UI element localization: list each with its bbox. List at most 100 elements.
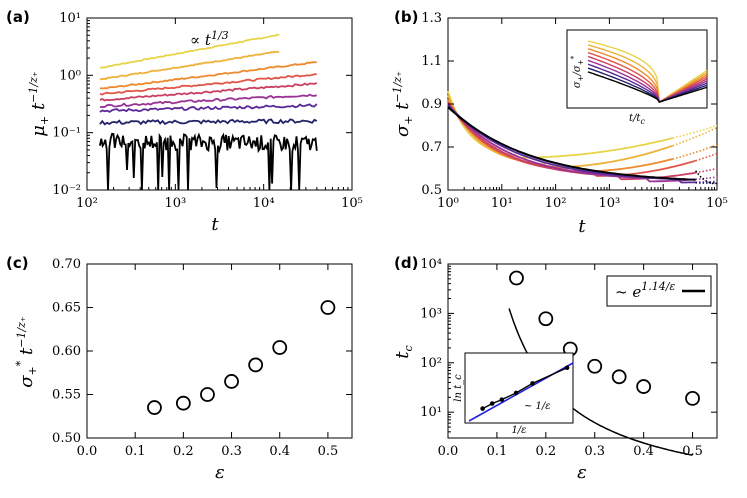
- panel-c-xtick-label: 0.4: [269, 444, 290, 459]
- inset-data-point: [480, 406, 485, 411]
- panel-d-points: [509, 270, 700, 406]
- sigma-curve-dotted-0: [672, 124, 718, 139]
- inset-data-point: [564, 365, 570, 371]
- series-line-ε=0.25: [99, 81, 318, 102]
- panel-a-ticks: 10² 10³ 10⁴ 10⁵ 10⁻² 10⁻¹ 10⁰ 10¹: [52, 11, 363, 211]
- panel-c-xtick-label: 0.3: [221, 444, 242, 459]
- series-line-ε=0.20: [99, 93, 317, 108]
- sigma-curve-dotted-3: [695, 152, 718, 162]
- panel-d-inset-ylabel: ln t_c: [453, 374, 464, 402]
- panel-b-ticks: 10⁰ 10¹ 10² 10³ 10⁴ 10⁵ 0.5 0.7 0.9 1.1 1.3: [421, 11, 728, 211]
- inset-collapse-curve-2: [587, 48, 708, 104]
- sigma-curve-dotted-5: [695, 176, 718, 181]
- inset-collapse-curve-1: [587, 44, 708, 104]
- panel-a-frame: [86, 17, 353, 191]
- panel-b-inset-series: [587, 40, 708, 104]
- series-line-ε=0.35: [99, 61, 317, 90]
- panel-c-ytick-label: 0.65: [52, 301, 81, 316]
- series-line-ε=0.50: [99, 33, 280, 69]
- panel-b-inset-xlabel: t/tc: [629, 113, 645, 126]
- panel-b-xtick-label: 10⁴: [652, 196, 674, 211]
- data-point: [200, 387, 215, 402]
- panel-d-ytick-label: 10²: [420, 356, 442, 371]
- panel-d-xtick-label: 0.3: [584, 444, 605, 459]
- series-line-ε=0.10: [99, 132, 318, 191]
- data-point: [538, 311, 554, 327]
- panel-c-ytick-label: 0.50: [52, 431, 81, 446]
- panel-b: (b) 10⁰ 10¹ 10² 10³ 10⁴ 10⁵ 0.5 0.7 0.9 1.1 1.3 t/…: [391, 8, 728, 237]
- inset-collapse-curve-3: [587, 51, 708, 104]
- panel-a-xtick-label: 10³: [164, 196, 186, 211]
- panel-d-ytick-label: 10¹: [420, 405, 442, 420]
- inset-data-point: [530, 381, 535, 386]
- panel-b-xtick-label: 10⁵: [706, 196, 728, 211]
- series-line-ε=0.12: [99, 118, 318, 126]
- panel-c-points: [147, 300, 336, 415]
- series-line-ε=0.16: [99, 103, 318, 113]
- data-point: [272, 340, 288, 355]
- panel-d-label: (d): [394, 254, 418, 272]
- panel-d-xtick-label: 0.4: [633, 444, 654, 459]
- data-point: [636, 379, 652, 394]
- panel-b-xlabel: t: [578, 216, 586, 237]
- panel-b-ylabel: σ+ t−1/z₊: [391, 71, 415, 137]
- panel-c-xtick-label: 0.2: [173, 444, 194, 459]
- inset-data-point: [489, 401, 495, 406]
- data-point: [248, 357, 264, 373]
- panel-d-ticks: 0.0 0.1 0.2 0.3 0.4 0.5 10¹ 10² 10³ 10⁴: [420, 257, 717, 459]
- panel-b-series: [447, 90, 718, 185]
- inset-collapse-curve-6: [587, 63, 708, 103]
- panel-c-ytick-label: 0.70: [52, 257, 81, 272]
- panel-c: (c) 0.0 0.1 0.2 0.3 0.4 0.50.500.550.600.650.…: [6, 254, 353, 483]
- panel-b-ytick-label: 0.9: [421, 97, 442, 112]
- panel-d-inset: [464, 352, 574, 424]
- series-line-ε=0.30: [99, 73, 317, 96]
- inset-collapse-curve-5: [587, 59, 708, 103]
- panel-c-ylabel: σ+* t−1/z₊: [14, 316, 39, 388]
- data-point: [320, 300, 336, 315]
- panel-a-ytick-label: 10⁻¹: [52, 126, 81, 141]
- panel-d-xtick-label: 0.0: [438, 444, 459, 459]
- panel-c-xtick-label: 0.5: [318, 444, 339, 459]
- panel-b-ytick-label: 0.5: [421, 183, 442, 198]
- panel-c-xlabel: ε: [215, 462, 225, 483]
- panel-d-inset-content: [468, 362, 574, 422]
- panel-c-label: (c): [6, 254, 29, 272]
- sigma-curve-dotted-4: [695, 167, 718, 174]
- panel-c-ytick-label: 0.60: [52, 344, 81, 359]
- panel-d-xlabel: ε: [577, 462, 587, 483]
- panel-c-xtick-label: 0.0: [77, 444, 98, 459]
- inset-collapse-curve-8: [587, 71, 708, 103]
- sigma-curve-5: [447, 103, 696, 183]
- inset-collapse-curve-7: [587, 67, 708, 103]
- data-point: [611, 369, 627, 385]
- panel-c-xtick-label: 0.1: [125, 444, 146, 459]
- panel-b-xtick-label: 10³: [599, 196, 621, 211]
- inset-collapse-curve-4: [587, 55, 708, 103]
- panel-a-ytick-label: 10¹: [59, 11, 81, 26]
- panel-a-series: [99, 33, 318, 191]
- panel-b-xtick-label: 10⁰: [437, 196, 459, 211]
- panel-a-ytick-label: 10⁰: [59, 68, 81, 83]
- panel-d-inset-xlabel: 1/ε: [511, 425, 526, 436]
- inset-data-point: [513, 390, 519, 396]
- panel-c-ticks: 0.0 0.1 0.2 0.3 0.4 0.5 0.50 0.55 0.60 0.65 0.70: [52, 257, 352, 459]
- panel-b-label: (b): [394, 8, 418, 26]
- series-line-ε=0.40: [99, 50, 280, 81]
- panel-a-xtick-label: 10⁴: [253, 196, 275, 211]
- panel-d-xtick-label: 0.5: [682, 444, 703, 459]
- inset-collapse-curve-0: [587, 40, 708, 104]
- data-point: [587, 358, 603, 374]
- sigma-curve-dotted-8: [694, 170, 718, 185]
- panel-a-label: (a): [6, 8, 30, 26]
- data-point: [509, 270, 524, 286]
- panel-d-xtick-label: 0.2: [535, 444, 556, 459]
- panel-b-ytick-label: 1.3: [421, 11, 442, 26]
- data-point: [147, 400, 162, 415]
- panel-c-ytick-label: 0.55: [52, 388, 81, 403]
- panel-d-ytick-label: 10³: [420, 306, 442, 321]
- panel-a-xtick-label: 10⁵: [341, 196, 363, 211]
- panel-b-inset-ylabel: σ+/σ+*: [570, 55, 585, 88]
